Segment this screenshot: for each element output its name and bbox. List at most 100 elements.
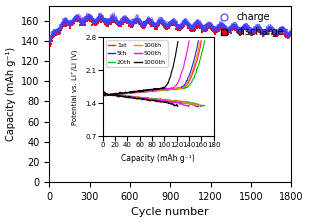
discharge xyxy=(151,25,156,28)
discharge xyxy=(197,25,202,28)
discharge xyxy=(174,25,179,28)
discharge xyxy=(266,28,271,32)
charge xyxy=(162,23,167,26)
charge xyxy=(159,18,164,21)
charge xyxy=(115,21,120,24)
discharge xyxy=(229,28,234,32)
discharge xyxy=(263,31,268,35)
charge xyxy=(285,33,290,37)
charge xyxy=(102,18,107,21)
charge xyxy=(76,17,81,21)
charge xyxy=(168,21,173,25)
discharge xyxy=(258,28,263,32)
charge xyxy=(254,24,259,27)
discharge xyxy=(69,23,74,26)
charge xyxy=(222,25,227,29)
discharge xyxy=(170,23,175,26)
discharge xyxy=(147,22,152,25)
charge xyxy=(142,25,147,28)
discharge xyxy=(108,21,113,25)
discharge xyxy=(275,33,280,36)
charge xyxy=(137,22,142,25)
charge xyxy=(144,22,149,25)
discharge xyxy=(235,28,239,31)
charge xyxy=(213,25,218,29)
charge xyxy=(275,30,280,34)
discharge xyxy=(168,23,173,27)
discharge xyxy=(76,18,81,21)
discharge xyxy=(287,34,292,37)
discharge xyxy=(151,23,156,27)
discharge xyxy=(110,17,115,21)
charge xyxy=(262,31,267,35)
charge xyxy=(69,20,74,23)
discharge xyxy=(52,33,57,36)
charge xyxy=(163,23,168,27)
charge xyxy=(153,23,158,27)
charge xyxy=(289,29,294,32)
charge xyxy=(99,15,104,18)
discharge xyxy=(98,19,103,23)
charge xyxy=(224,29,229,32)
discharge xyxy=(99,19,104,23)
discharge xyxy=(124,19,129,23)
discharge xyxy=(68,26,73,30)
charge xyxy=(286,33,291,36)
charge xyxy=(69,20,74,23)
charge xyxy=(172,21,177,24)
charge xyxy=(277,29,282,33)
discharge xyxy=(75,20,80,23)
charge xyxy=(60,21,65,25)
charge xyxy=(62,19,67,23)
discharge xyxy=(219,23,224,27)
discharge xyxy=(152,25,157,29)
charge xyxy=(268,26,273,30)
discharge xyxy=(70,22,75,25)
discharge xyxy=(272,33,277,37)
charge xyxy=(256,26,261,29)
discharge xyxy=(114,20,119,24)
charge xyxy=(231,24,235,27)
discharge xyxy=(116,24,121,27)
charge xyxy=(257,25,262,29)
charge xyxy=(179,24,184,27)
discharge xyxy=(192,25,197,29)
discharge xyxy=(87,16,92,20)
discharge xyxy=(209,25,214,29)
discharge xyxy=(162,24,167,28)
discharge xyxy=(155,25,160,29)
charge xyxy=(78,19,83,23)
charge xyxy=(80,18,85,21)
charge xyxy=(55,30,60,33)
discharge xyxy=(136,19,141,23)
discharge xyxy=(144,21,149,25)
charge xyxy=(108,19,113,22)
charge xyxy=(218,20,223,24)
charge xyxy=(145,18,150,22)
discharge xyxy=(188,28,193,32)
discharge xyxy=(48,39,53,43)
discharge xyxy=(104,21,109,25)
charge xyxy=(260,29,265,33)
charge xyxy=(49,35,53,39)
discharge xyxy=(95,18,100,22)
discharge xyxy=(227,28,232,32)
charge xyxy=(178,25,183,29)
charge xyxy=(161,21,166,25)
charge xyxy=(208,22,213,26)
charge xyxy=(215,26,220,30)
charge xyxy=(97,13,102,16)
charge xyxy=(204,23,209,27)
charge xyxy=(236,30,241,34)
charge xyxy=(261,30,266,33)
discharge xyxy=(115,22,120,25)
discharge xyxy=(90,17,95,21)
charge xyxy=(182,20,187,23)
charge xyxy=(263,30,268,34)
charge xyxy=(112,17,117,21)
discharge xyxy=(109,17,114,21)
charge xyxy=(73,17,78,20)
charge xyxy=(114,20,119,23)
charge xyxy=(197,22,202,26)
discharge xyxy=(118,24,123,28)
